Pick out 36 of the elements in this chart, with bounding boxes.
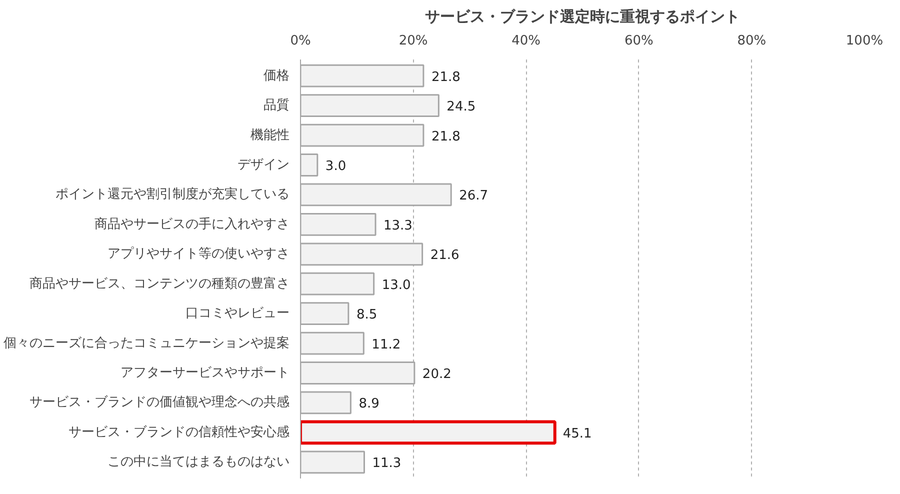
y-tick-label: アプリやサイト等の使いやすさ	[108, 246, 290, 262]
x-tick-label: 80%	[737, 34, 766, 48]
y-tick-label: サービス・ブランドの信頼性や安心感	[68, 424, 290, 440]
data-label: 24.5	[446, 100, 476, 115]
y-tick-label: ポイント還元や割引制度が充実している	[56, 186, 290, 202]
data-label: 3.0	[325, 158, 346, 174]
y-tick-label: この中に当てはまるものはない	[108, 454, 290, 470]
y-tick-label: 機能性	[250, 128, 290, 143]
data-label: 45.1	[562, 426, 592, 442]
data-label: 21.8	[431, 70, 460, 85]
data-label: 8.9	[358, 396, 380, 412]
data-label: 21.8	[431, 129, 460, 144]
x-tick-label: 20%	[398, 34, 428, 48]
data-label: 11.2	[372, 337, 401, 352]
data-label: 26.7	[459, 188, 488, 204]
data-label: 13.3	[384, 218, 412, 234]
y-tick-label: 個々のニーズに合ったコミュニケーションや提案	[4, 334, 290, 351]
y-tick-label: アフターサービスやサポート	[120, 366, 290, 381]
y-tick-label: 口コミやレビュー	[186, 306, 290, 322]
x-tick-label: 100%	[846, 34, 884, 48]
x-tick-label: 60%	[624, 34, 654, 48]
x-tick-label: 0%	[290, 34, 311, 48]
y-tick-label: サービス・ブランドの価値観や理念への共感	[30, 395, 290, 410]
chart-title: サービス・ブランド選定時に重視するポイント	[425, 8, 740, 26]
y-tick-label: 商品やサービスの手に入れやすさ	[94, 216, 290, 232]
data-label: 11.3	[372, 456, 402, 472]
x-tick-label: 40%	[512, 34, 541, 48]
y-tick-label: 品質	[264, 98, 290, 114]
data-label: 20.2	[422, 367, 452, 382]
data-label: 21.6	[430, 248, 460, 264]
data-label: 8.5	[356, 308, 378, 323]
bar	[300, 420, 556, 445]
data-label: 13.0	[382, 278, 411, 293]
y-tick-label: デザイン	[238, 157, 290, 172]
y-tick-label: 商品やサービス、コンテンツの種類の豊富さ	[30, 275, 290, 292]
y-tick-label: 価格	[264, 68, 290, 84]
